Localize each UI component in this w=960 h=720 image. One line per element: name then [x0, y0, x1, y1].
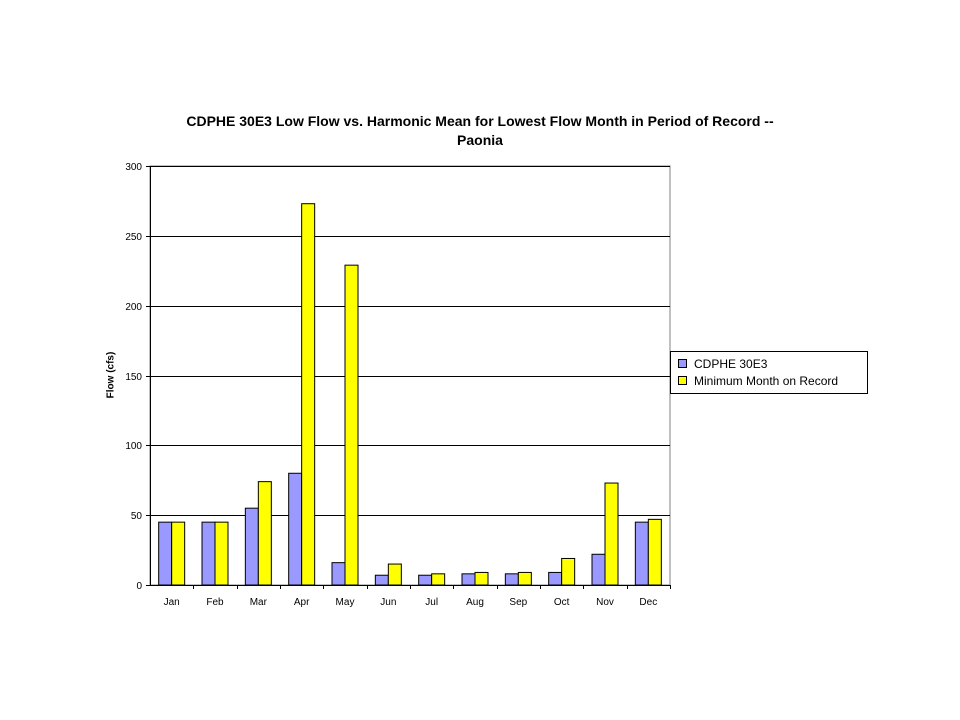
bar-nov-series-2	[604, 482, 619, 586]
bar-nov-series-1	[591, 553, 606, 586]
x-tick-label: Dec	[639, 597, 657, 608]
y-tick-label: 0	[136, 581, 142, 592]
y-tick-label: 250	[125, 232, 142, 243]
x-tick-label: Jun	[380, 597, 396, 608]
bar-oct-series-2	[561, 557, 576, 586]
bar-aug-series-1	[461, 573, 476, 586]
y-tick-label: 100	[125, 441, 142, 452]
bar-jun-series-1	[374, 574, 389, 586]
y-tick-label: 300	[125, 162, 142, 173]
bar-jan-series-2	[171, 521, 186, 586]
bar-may-series-2	[344, 264, 359, 586]
bar-sep-series-1	[504, 573, 519, 586]
x-tick-label: Mar	[250, 597, 268, 608]
bar-feb-series-2	[214, 521, 229, 586]
x-tick-label: Aug	[466, 597, 484, 608]
bar-jul-series-2	[431, 573, 446, 586]
legend-item-series-2: Minimum Month on Record	[678, 372, 867, 389]
x-tick-label: Jan	[164, 597, 180, 608]
legend-label-series-2: Minimum Month on Record	[694, 373, 839, 388]
bar-oct-series-1	[548, 571, 563, 586]
bar-jul-series-1	[418, 574, 433, 586]
legend-swatch-series-1	[678, 359, 687, 368]
chart-title-line-2: Paonia	[457, 132, 503, 148]
legend-item-series-1: CDPHE 30E3	[678, 355, 867, 372]
bar-apr-series-2	[301, 203, 316, 586]
y-tick-label: 50	[131, 511, 143, 522]
bar-may-series-1	[331, 562, 346, 586]
x-tick-label: Nov	[596, 597, 614, 608]
bar-jun-series-2	[387, 563, 402, 586]
bar-dec-series-1	[634, 521, 649, 586]
x-tick-label: Feb	[206, 597, 224, 608]
bar-apr-series-1	[288, 472, 303, 586]
bar-dec-series-2	[647, 518, 662, 586]
bar-sep-series-2	[517, 571, 532, 586]
bar-jan-series-1	[158, 521, 173, 586]
legend-label-series-1: CDPHE 30E3	[694, 356, 768, 371]
x-tick-label: May	[336, 597, 355, 608]
x-tick-label: Jul	[425, 597, 438, 608]
chart-title-line-1: CDPHE 30E3 Low Flow vs. Harmonic Mean fo…	[186, 113, 774, 129]
chart-title: CDPHE 30E3 Low Flow vs. Harmonic Mean fo…	[140, 112, 820, 150]
legend: CDPHE 30E3 Minimum Month on Record	[670, 351, 868, 394]
x-tick-label: Sep	[509, 597, 527, 608]
bar-aug-series-2	[474, 571, 489, 586]
bar-mar-series-1	[244, 507, 259, 586]
y-tick-label: 200	[125, 302, 142, 313]
x-tick-label: Oct	[554, 597, 570, 608]
y-tick-label: 150	[125, 372, 142, 383]
x-tick-label: Apr	[294, 597, 310, 608]
bar-mar-series-2	[257, 481, 272, 586]
legend-swatch-series-2	[678, 376, 687, 385]
bar-feb-series-1	[201, 521, 216, 586]
